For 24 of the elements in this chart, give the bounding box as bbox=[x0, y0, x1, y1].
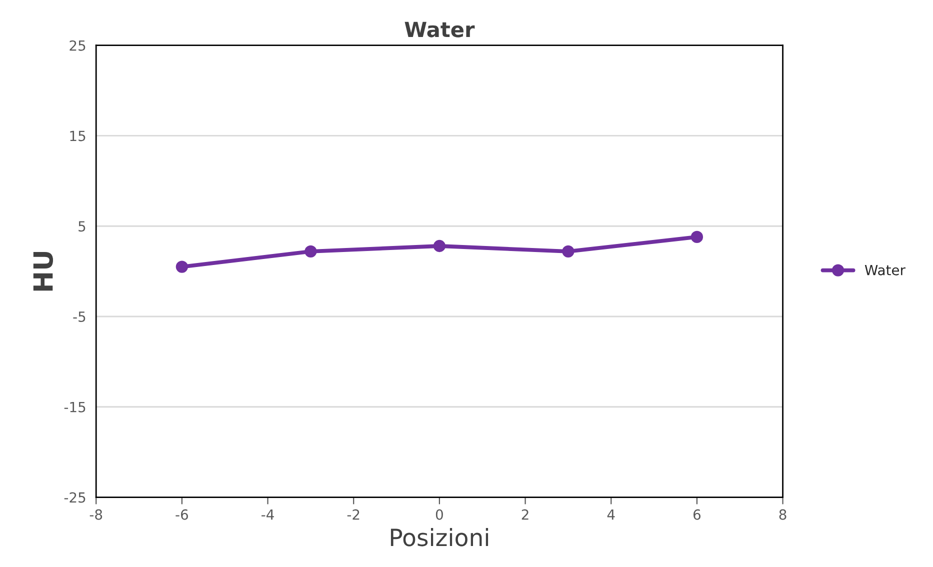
y-tick-label: 5 bbox=[78, 221, 86, 232]
legend-label: Water bbox=[864, 265, 906, 276]
x-tick-label: -4 bbox=[262, 509, 274, 520]
x-tick-label: 4 bbox=[607, 509, 615, 520]
point bbox=[433, 240, 446, 252]
y-axis-title: HU bbox=[33, 252, 54, 291]
y-tick-label: 15 bbox=[70, 130, 86, 142]
x-axis-title: Posizioni bbox=[390, 528, 488, 546]
x-tick-label: -2 bbox=[347, 509, 360, 520]
point bbox=[562, 245, 574, 258]
x-tick-label: 0 bbox=[436, 509, 443, 520]
x-tick-label: 8 bbox=[779, 509, 786, 520]
x-tick-label: -6 bbox=[176, 509, 188, 520]
y-tick-label: 25 bbox=[70, 40, 86, 51]
y-tick-label: -25 bbox=[64, 492, 86, 503]
y-tick-label: -5 bbox=[73, 312, 86, 322]
y-tick-label: -15 bbox=[64, 402, 86, 412]
point bbox=[690, 230, 704, 244]
point bbox=[304, 245, 317, 258]
x-tick-label: 2 bbox=[522, 509, 528, 520]
point bbox=[176, 260, 188, 273]
x-tick-label: -8 bbox=[90, 509, 102, 520]
x-tick-label: 6 bbox=[694, 509, 700, 520]
chart-title: Water bbox=[404, 22, 475, 38]
